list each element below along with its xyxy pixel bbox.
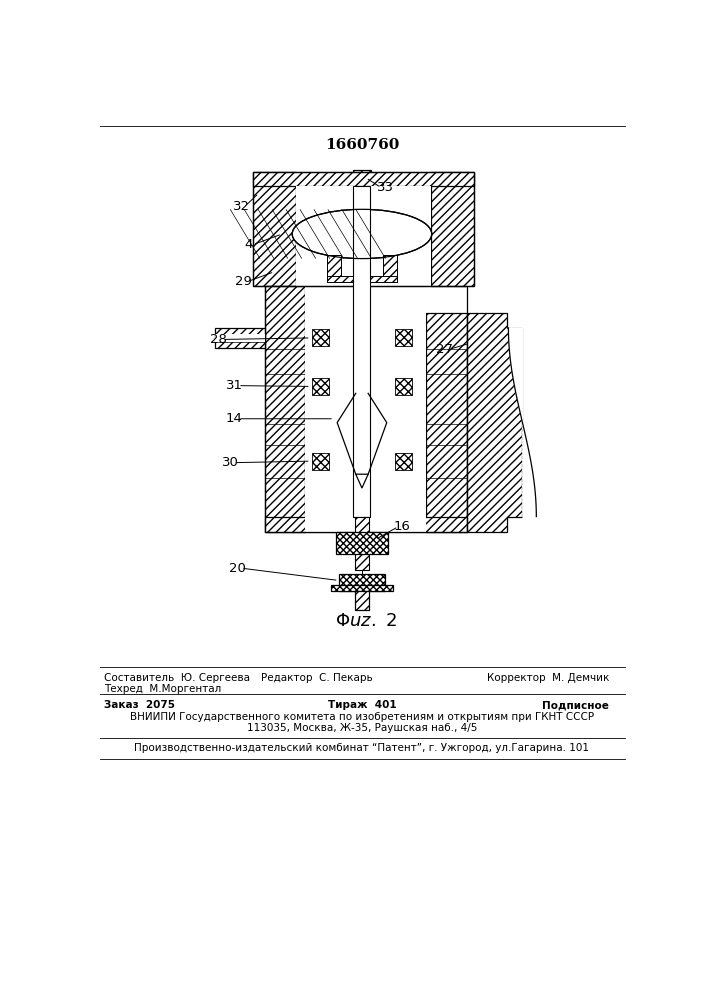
Text: ВНИИПИ Государственного комитета по изобретениям и открытиям при ГКНТ СССР: ВНИИПИ Государственного комитета по изоб… [130, 712, 594, 722]
Text: Заказ  2075: Заказ 2075 [104, 700, 175, 710]
Bar [383, 255, 397, 282]
Text: 4: 4 [245, 238, 253, 251]
Text: 14: 14 [226, 412, 243, 425]
Text: 29: 29 [235, 275, 252, 288]
Bar [339, 574, 385, 591]
Bar [336, 532, 388, 554]
Bar [312, 453, 329, 470]
Text: 32: 32 [233, 200, 250, 213]
Bar [265, 286, 467, 532]
Polygon shape [467, 312, 522, 532]
Text: 28: 28 [210, 333, 227, 346]
Bar [354, 186, 370, 517]
Text: Техред  М.Моргентал: Техред М.Моргентал [104, 684, 221, 694]
Bar [265, 517, 467, 532]
Bar [253, 172, 296, 286]
Text: Тираж  401: Тираж 401 [327, 700, 396, 710]
Text: Производственно-издательский комбинат “Патент”, г. Ужгород, ул.Гагарина. 101: Производственно-издательский комбинат “П… [134, 743, 590, 753]
Bar [312, 329, 329, 346]
Text: 31: 31 [226, 379, 243, 392]
Ellipse shape [292, 209, 432, 259]
Bar [355, 172, 369, 195]
Text: Редактор  С. Пекарь: Редактор С. Пекарь [261, 673, 373, 683]
Text: 33: 33 [377, 181, 394, 194]
Bar [431, 172, 474, 286]
Text: 113035, Москва, Ж-35, Раушская наб., 4/5: 113035, Москва, Ж-35, Раушская наб., 4/5 [247, 723, 477, 733]
Text: $\mathit{\Phi u\mathit{z}.\ 2}$: $\mathit{\Phi u\mathit{z}.\ 2}$ [335, 611, 397, 630]
Polygon shape [356, 474, 368, 488]
Text: Составитель  Ю. Сергеева: Составитель Ю. Сергеева [104, 673, 250, 683]
Text: Корректор  М. Демчик: Корректор М. Демчик [487, 673, 609, 683]
Text: 30: 30 [222, 456, 239, 469]
Bar [395, 378, 412, 395]
Text: 1660760: 1660760 [325, 138, 399, 152]
Bar [253, 172, 474, 286]
Bar [327, 276, 397, 282]
Bar [215, 328, 265, 348]
Bar [265, 286, 305, 532]
Text: Подписное: Подписное [542, 700, 609, 710]
Bar [426, 312, 467, 532]
Bar [331, 585, 393, 591]
Text: 20: 20 [229, 562, 245, 575]
Bar [215, 334, 265, 342]
Bar [355, 517, 369, 570]
Bar [253, 172, 474, 186]
Bar [353, 170, 371, 174]
Bar [327, 255, 341, 282]
Bar [395, 329, 412, 346]
Text: 16: 16 [394, 520, 411, 533]
Bar [305, 286, 426, 532]
Bar [312, 378, 329, 395]
Bar [296, 186, 431, 286]
Text: 27: 27 [436, 343, 453, 356]
Bar [395, 453, 412, 470]
Bar [355, 591, 369, 610]
